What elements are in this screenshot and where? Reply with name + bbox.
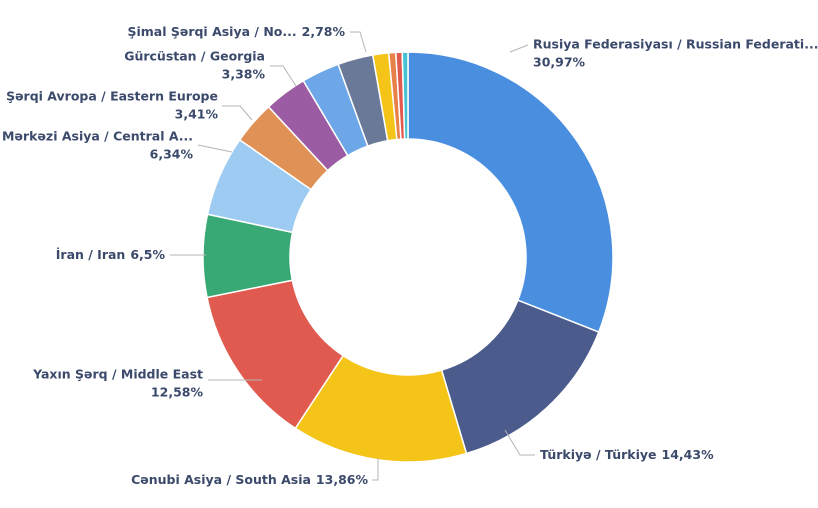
slice-value-label: 6,5% (130, 247, 165, 262)
leader-line (270, 65, 297, 87)
leader-line (509, 44, 529, 53)
slice-label: Şərqi Avropa / Eastern Europe (6, 89, 218, 104)
slice-label: Türkiyə / Türkiye 14,43% (540, 447, 714, 462)
donut-slice (440, 299, 600, 455)
slice-label: İran / Iran 6,5% (56, 247, 166, 262)
slice-label: Şimal Şərqi Asiya / No... 2,78% (127, 24, 345, 39)
slice-value-label: 12,58% (151, 385, 204, 400)
slice-category: Cənubi Asiya / South Asia (131, 472, 311, 487)
slice-value-label: 30,97% (533, 55, 586, 70)
slice-category: İran / Iran (56, 247, 126, 262)
slice-value-label: 14,43% (662, 447, 715, 462)
slice-value-label: 3,38% (222, 67, 266, 82)
slice-value-label: 2,78% (302, 24, 346, 39)
slice-value-label: 6,34% (150, 147, 194, 162)
slice-category: Türkiyə / Türkiye (540, 447, 657, 462)
donut-slice (401, 51, 409, 140)
leader-line (504, 429, 535, 456)
donut-slice (407, 51, 614, 334)
leader-line (197, 144, 233, 153)
slice-label: Yaxın Şərq / Middle East (32, 367, 203, 382)
slice-value-label: 13,86% (316, 472, 369, 487)
leader-line (372, 458, 379, 481)
slice-label: Mərkəzi Asiya / Central A... (2, 129, 193, 144)
leader-line (222, 105, 253, 121)
slice-label: Gürcüstan / Georgia (124, 49, 265, 64)
slice-label: Cənubi Asiya / South Asia 13,86% (131, 472, 368, 487)
slice-label: Rusiya Federasiyası / Russian Federati..… (533, 37, 818, 52)
slice-category: Şimal Şərqi Asiya / No... (127, 24, 296, 39)
slice-value-label: 3,41% (175, 107, 219, 122)
leader-line (350, 31, 367, 53)
